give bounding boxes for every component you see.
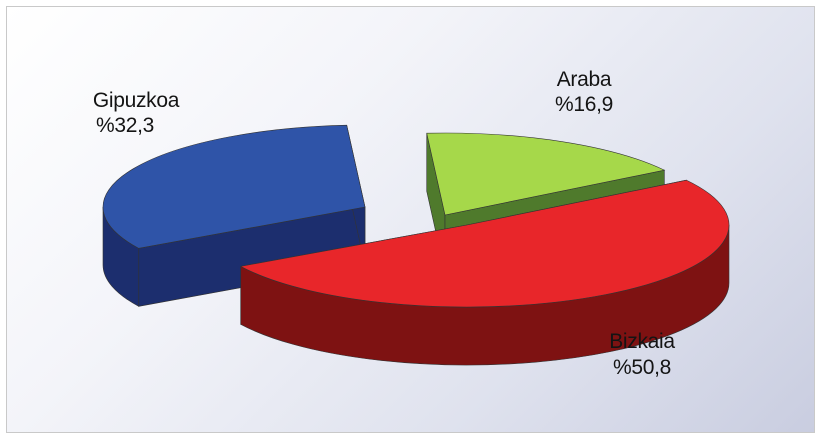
label-gipuzkoa-name: Gipuzkoa: [93, 89, 180, 112]
slice-bizkaia-top: [239, 179, 730, 308]
pie-slices: [102, 124, 730, 366]
label-gipuzkoa-value: %32,3: [96, 114, 154, 137]
slice-gipuzkoa-top: [102, 124, 366, 249]
slice-araba-top: [426, 132, 666, 216]
label-bizkaia-name: Bizkaia: [609, 330, 675, 353]
label-bizkaia-value: %50,8: [613, 356, 671, 379]
pie-chart: Araba %16,9 Bizkaia %50,8 Gipuzkoa %32,3: [93, 68, 730, 379]
label-araba-value: %16,9: [555, 93, 613, 116]
chart-frame: Araba %16,9 Bizkaia %50,8 Gipuzkoa %32,3: [6, 6, 815, 433]
slice-bizkaia: [239, 179, 730, 366]
label-araba-name: Araba: [557, 68, 612, 91]
slice-gipuzkoa: [102, 124, 366, 307]
slice-labels: Araba %16,9 Bizkaia %50,8 Gipuzkoa %32,3: [93, 68, 676, 379]
